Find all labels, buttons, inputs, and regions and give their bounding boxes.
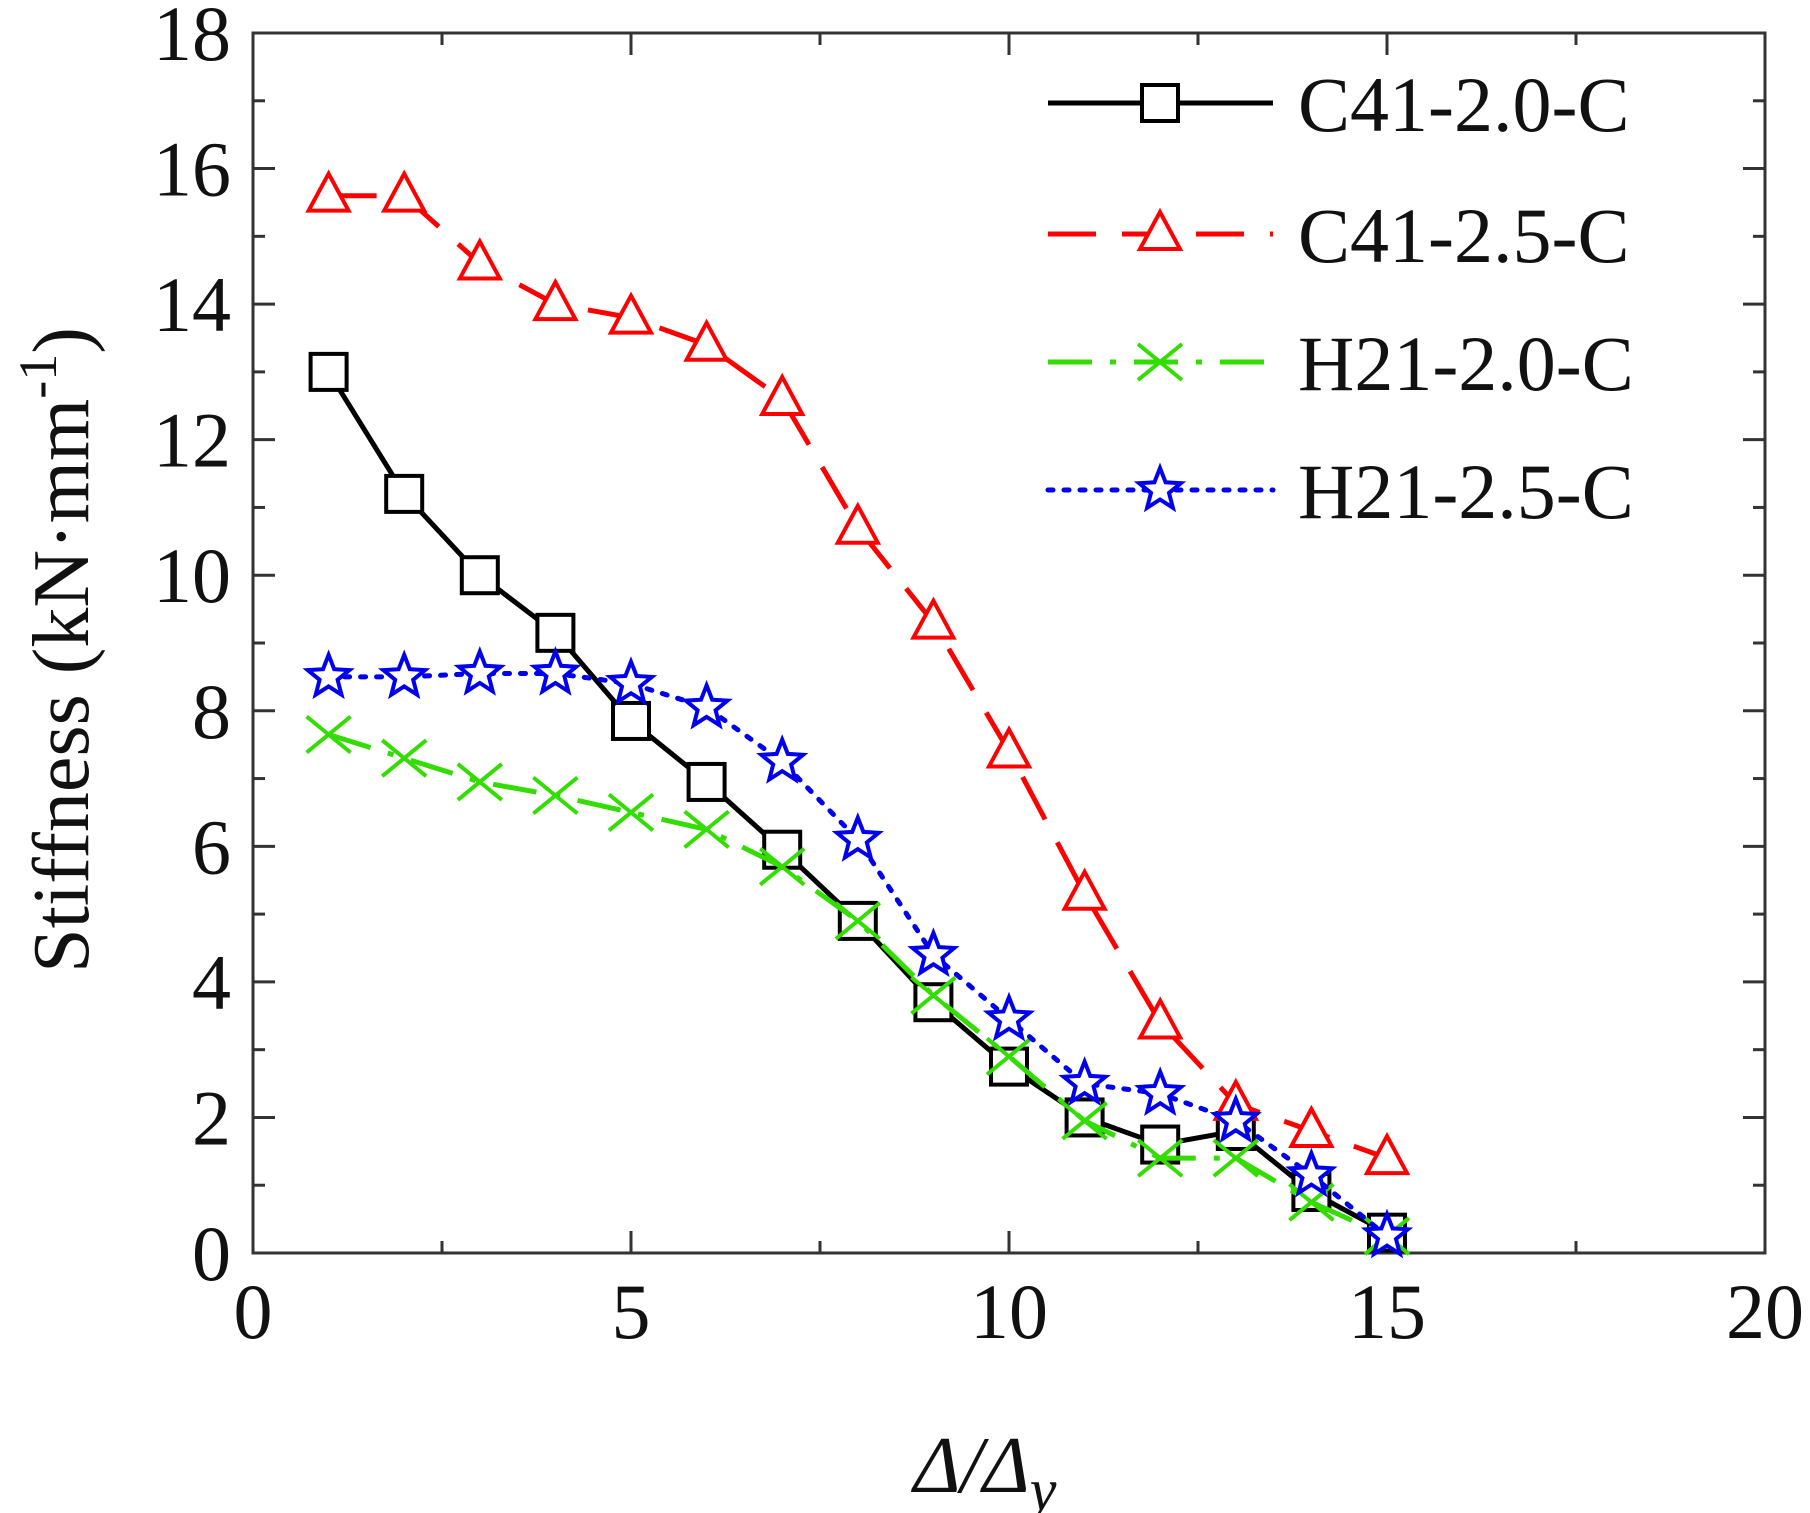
x-tick-label: 15 xyxy=(1348,1268,1426,1355)
data-point xyxy=(535,612,576,653)
legend-marker xyxy=(1140,83,1180,123)
y-axis-title-close: ) xyxy=(18,327,106,354)
data-point xyxy=(459,555,500,596)
data-point xyxy=(834,501,882,545)
y-axis-title-main: Stiffness (kN·mm xyxy=(18,399,106,973)
data-point xyxy=(1212,1138,1260,1178)
x-axis-title-main: Δ/Δ xyxy=(911,1422,1030,1510)
y-tick-label: 6 xyxy=(192,803,231,890)
data-point xyxy=(611,700,651,741)
data-point xyxy=(1285,1147,1338,1198)
data-point xyxy=(456,237,504,281)
legend-entry: C41-2.5-C xyxy=(1048,192,1630,279)
data-point xyxy=(384,473,425,514)
x-tick-label: 0 xyxy=(234,1268,273,1355)
legend-entry: H21-2.0-C xyxy=(1048,320,1634,407)
legend-entry: H21-2.5-C xyxy=(1045,448,1634,535)
y-tick-label: 2 xyxy=(192,1074,231,1161)
x-axis-title: Δ/Δy xyxy=(911,1422,1057,1513)
data-point xyxy=(686,761,727,802)
data-point xyxy=(1363,1131,1411,1176)
data-point xyxy=(680,679,733,730)
data-point xyxy=(910,596,957,640)
y-axis-title: Stiffness (kN·mm-1) xyxy=(8,327,106,973)
data-point xyxy=(985,1036,1033,1076)
data-point xyxy=(305,714,352,755)
x-axis-title-sub: y xyxy=(1024,1457,1057,1513)
y-tick-label: 0 xyxy=(192,1210,231,1297)
data-point xyxy=(1288,1182,1335,1222)
legend-marker xyxy=(1136,207,1184,251)
legend-entry: C41-2.0-C xyxy=(1048,61,1630,148)
y-tick-label: 12 xyxy=(153,397,231,484)
data-point xyxy=(683,809,730,849)
data-point xyxy=(607,792,655,832)
data-point xyxy=(607,291,655,335)
y-axis-title-sup: -1 xyxy=(8,354,68,399)
data-point xyxy=(1360,1208,1414,1259)
data-point xyxy=(907,927,960,978)
y-tick-label: 14 xyxy=(153,261,231,348)
data-point xyxy=(380,169,428,213)
data-point xyxy=(834,901,882,941)
data-point xyxy=(756,734,809,784)
data-point xyxy=(1134,1066,1187,1116)
data-point xyxy=(758,372,806,416)
data-point xyxy=(985,725,1033,769)
y-tick-label: 4 xyxy=(192,939,231,1026)
legend: C41-2.0-C C41-2.5-C H21-2.0-C H21-2.5-C xyxy=(1045,61,1634,535)
data-point xyxy=(1058,1056,1111,1106)
data-point xyxy=(378,649,431,700)
data-point xyxy=(1136,996,1184,1040)
data-point xyxy=(831,812,884,862)
data-point xyxy=(1288,1104,1335,1148)
data-point xyxy=(982,991,1036,1042)
legend-marker xyxy=(1136,342,1184,382)
series-C41-2.5-C xyxy=(305,169,1411,1176)
legend-label: H21-2.5-C xyxy=(1298,448,1634,535)
data-point xyxy=(532,277,579,322)
legend-label: C41-2.5-C xyxy=(1298,192,1630,279)
data-point xyxy=(302,649,355,700)
y-tick-label: 16 xyxy=(153,126,231,213)
x-tick-label: 10 xyxy=(970,1268,1048,1355)
data-point xyxy=(380,738,428,778)
series-line xyxy=(327,732,1389,1239)
data-point xyxy=(1061,867,1108,911)
data-point xyxy=(604,656,658,706)
legend-label: C41-2.0-C xyxy=(1298,61,1630,148)
legend-label: H21-2.0-C xyxy=(1298,320,1634,407)
y-tick-label: 18 xyxy=(153,0,231,77)
data-point xyxy=(456,762,504,802)
data-point xyxy=(529,646,582,696)
data-point xyxy=(910,975,957,1015)
data-point xyxy=(305,169,352,213)
series-H21-2.5-C xyxy=(302,646,1414,1259)
x-tick-label: 5 xyxy=(612,1268,651,1355)
series-H21-2.0-C xyxy=(305,714,1411,1256)
data-point xyxy=(758,847,806,887)
y-tick-label: 8 xyxy=(192,668,231,755)
data-point xyxy=(1136,1138,1184,1178)
legend-marker xyxy=(1133,462,1187,513)
data-point xyxy=(683,318,730,362)
data-point xyxy=(308,351,349,392)
axes: 0 5 10 15 20 0 2 4 6 8 10 12 14 16 18 xyxy=(153,0,1804,1355)
series-line xyxy=(326,671,1390,1239)
x-tick-label: 20 xyxy=(1726,1268,1804,1355)
plot-series xyxy=(302,169,1414,1259)
data-point xyxy=(532,775,579,816)
y-tick-label: 10 xyxy=(153,532,231,619)
data-point xyxy=(913,982,954,1023)
data-point xyxy=(1209,1093,1262,1144)
data-point xyxy=(1061,1101,1108,1141)
data-point xyxy=(453,646,506,696)
